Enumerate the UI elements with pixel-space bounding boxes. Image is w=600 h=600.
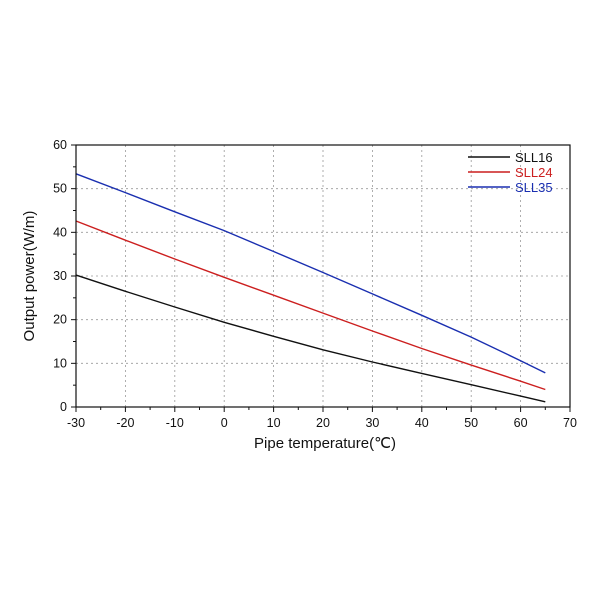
x-tick-label: 60 <box>514 416 528 430</box>
y-tick-label: 40 <box>53 225 67 239</box>
x-tick-label: -30 <box>67 416 85 430</box>
x-axis-title: Pipe temperature(℃) <box>254 435 396 452</box>
axis-ticks <box>71 144 571 412</box>
y-tick-label: 50 <box>53 182 67 196</box>
y-tick-label: 20 <box>53 313 67 327</box>
legend-label-sll35: SLL35 <box>515 180 553 195</box>
x-tick-label: 70 <box>563 416 577 430</box>
series-line-sll24 <box>75 220 546 391</box>
x-tick-label: 20 <box>316 416 330 430</box>
series-line-sll35 <box>75 173 546 374</box>
x-tick-label: 50 <box>464 416 478 430</box>
series-line-sll16 <box>75 274 546 403</box>
y-tick-label: 30 <box>53 269 67 283</box>
y-tick-label: 60 <box>53 138 67 152</box>
y-tick-label: 0 <box>60 400 67 414</box>
x-tick-label: 0 <box>221 416 228 430</box>
y-tick-label: 10 <box>53 356 67 370</box>
legend-label-sll24: SLL24 <box>515 165 553 180</box>
x-tick-label: 30 <box>365 416 379 430</box>
x-tick-label: -20 <box>116 416 134 430</box>
x-tick-label: 10 <box>267 416 281 430</box>
y-axis-title: Output power(W/m) <box>21 211 38 342</box>
legend-label-sll16: SLL16 <box>515 150 553 165</box>
grid <box>76 145 570 407</box>
y-tick-labels: 0 10 20 30 40 50 60 <box>53 138 67 414</box>
x-tick-labels: -30 -20 -10 0 10 20 30 40 50 60 70 <box>67 416 577 430</box>
x-tick-label: -10 <box>166 416 184 430</box>
x-tick-label: 40 <box>415 416 429 430</box>
series-layer <box>75 173 546 403</box>
